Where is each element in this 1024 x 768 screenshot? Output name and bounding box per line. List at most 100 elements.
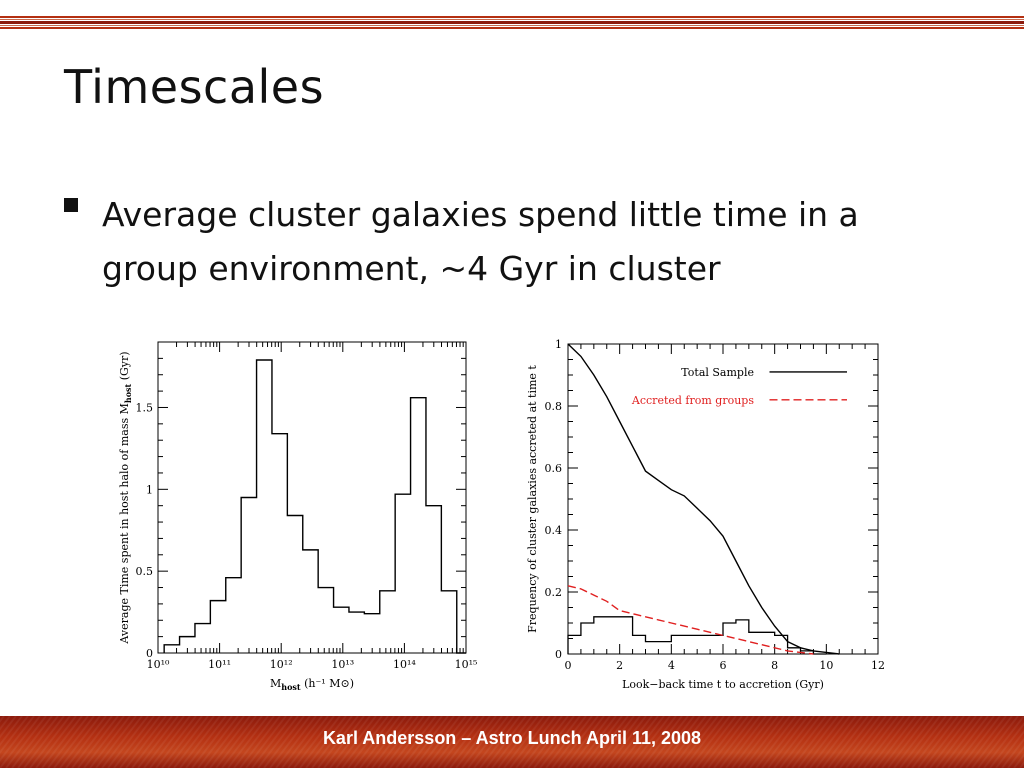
footer-stripe <box>773 716 815 768</box>
footer-stripe <box>23 716 65 768</box>
footer-stripe <box>17 716 59 768</box>
footer-stripe <box>1007 745 1024 768</box>
footer-stripe <box>65 716 107 768</box>
x-tick-label: 10¹⁴ <box>393 658 416 671</box>
footer-stripe <box>725 716 767 768</box>
footer-stripe <box>899 716 941 768</box>
footer-stripe <box>107 716 149 768</box>
x-tick-label: 10¹² <box>270 658 293 671</box>
footer-stripe <box>167 716 209 768</box>
footer-stripe <box>641 716 683 768</box>
footer-stripe <box>851 716 893 768</box>
footer-stripe <box>203 716 245 768</box>
footer-stripe <box>5 716 47 768</box>
footer-stripe <box>317 716 359 768</box>
histogram-bar <box>195 624 210 653</box>
footer-stripe <box>443 716 485 768</box>
footer-stripe <box>719 716 761 768</box>
x-tick-label: 0 <box>565 659 572 672</box>
footer-stripe <box>623 716 665 768</box>
footer-stripe <box>47 716 89 768</box>
footer-stripe <box>647 716 689 768</box>
footer-stripe <box>413 716 455 768</box>
footer-stripe <box>605 716 647 768</box>
footer-stripe <box>575 716 617 768</box>
histogram-bar <box>287 516 302 653</box>
histogram-bar <box>164 645 179 653</box>
x-tick-label: 8 <box>771 659 778 672</box>
footer-stripe <box>845 716 887 768</box>
footer-stripe <box>815 716 857 768</box>
footer-stripe <box>665 716 707 768</box>
x-tick-label: 10 <box>819 659 833 672</box>
footer-stripe <box>155 716 197 768</box>
plot-frame <box>157 341 467 654</box>
footer-stripe <box>287 716 329 768</box>
footer-stripe <box>191 716 233 768</box>
footer-stripe <box>797 716 839 768</box>
histogram-bar <box>241 498 256 654</box>
y-tick-label: 0.4 <box>545 524 563 537</box>
footer-stripe <box>923 716 965 768</box>
footer-stripe <box>77 716 119 768</box>
footer-stripe <box>833 716 875 768</box>
footer-stripe <box>89 716 131 768</box>
footer-stripe <box>869 716 911 768</box>
footer-stripe <box>125 716 167 768</box>
x-tick-label: 10¹¹ <box>208 658 231 671</box>
footer-stripe <box>383 716 425 768</box>
histogram-steps <box>163 359 466 654</box>
footer-stripe <box>809 716 851 768</box>
footer-stripe <box>29 716 71 768</box>
footer-stripe <box>677 716 719 768</box>
footer-stripe <box>911 716 953 768</box>
y-tick-label: 0 <box>555 648 562 661</box>
footer-stripe <box>971 716 1013 768</box>
y-tick-label: 1 <box>555 338 562 351</box>
footer-stripe <box>425 716 467 768</box>
footer-stripe <box>737 716 779 768</box>
footer-stripe <box>11 716 53 768</box>
footer-stripe <box>179 716 221 768</box>
footer-stripe <box>371 716 413 768</box>
footer-stripe <box>245 716 287 768</box>
footer-stripe <box>983 716 1024 768</box>
footer-stripe <box>917 716 959 768</box>
footer-stripe <box>353 716 395 768</box>
footer-stripe <box>101 716 143 768</box>
footer-stripe <box>689 716 731 768</box>
footer-stripe <box>305 716 347 768</box>
footer-stripe <box>581 716 623 768</box>
histogram-bar <box>411 398 426 653</box>
footer-stripe <box>533 716 575 768</box>
host-mass-histogram-chart: 10¹⁰ 10¹¹ 10¹² 10¹³ 10¹⁴ 10¹⁵ 0 0.5 1 1.5 Mhost (h… <box>118 341 477 692</box>
footer-stripe <box>653 716 695 768</box>
footer-stripe <box>599 716 641 768</box>
footer-stripe <box>473 716 515 768</box>
footer-stripe <box>257 716 299 768</box>
footer-stripe <box>539 716 581 768</box>
x-tick-label: 10¹⁰ <box>147 658 170 671</box>
footer-stripe <box>875 716 917 768</box>
footer-stripe <box>509 716 551 768</box>
footer-stripe <box>1013 753 1024 768</box>
footer-stripe <box>407 716 449 768</box>
footer-stripe <box>803 716 845 768</box>
histogram-bar <box>257 360 272 653</box>
footer-stripe <box>503 716 545 768</box>
footer-stripe <box>761 716 803 768</box>
y-tick-label: 1 <box>146 483 153 496</box>
footer-stripe <box>941 716 983 768</box>
footer-stripe <box>347 716 389 768</box>
histogram-bar <box>395 494 410 653</box>
footer-text: Karl Andersson – Astro Lunch April 11, 2… <box>322 728 702 748</box>
footer-stripe <box>947 716 989 768</box>
footer-stripe <box>437 716 479 768</box>
histogram-bar <box>210 601 225 653</box>
footer-stripe <box>0 716 17 739</box>
accretion-time-chart: 0 2 4 6 8 10 12 0 0.2 0.4 0.6 0.8 1 Total Sample Accre… <box>526 338 885 691</box>
footer-stripe <box>41 716 83 768</box>
footer-stripe <box>59 716 101 768</box>
footer-stripe <box>269 716 311 768</box>
footer-stripe <box>779 716 821 768</box>
